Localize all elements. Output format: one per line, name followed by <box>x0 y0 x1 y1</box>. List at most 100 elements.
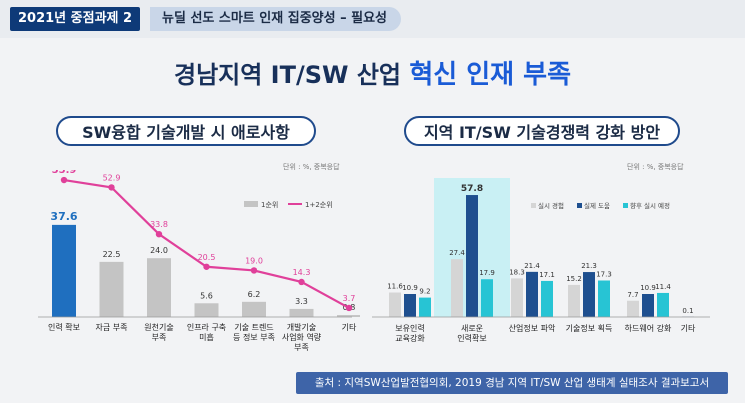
bar-2-2 <box>541 280 553 317</box>
legend-swatch-2 <box>623 203 628 208</box>
line-value-label-0: 55.9 <box>52 170 77 176</box>
line-point-5 <box>298 278 305 286</box>
bar-value-label-4: 6.2 <box>248 290 261 299</box>
bar-rank1-1 <box>99 261 124 317</box>
bar-0-0 <box>389 292 401 317</box>
x-tick-label-2-0: 산업정보 파악 <box>509 323 556 333</box>
bar-value-label-3-0: 15.2 <box>566 275 582 283</box>
x-tick-label-5-1: 사업화 역량 <box>282 332 322 342</box>
bar-rank1-6 <box>337 315 360 317</box>
page-title: 경남지역 IT/SW 산업 혁신 인재 부족 <box>0 54 745 91</box>
bar-2-0 <box>511 278 523 317</box>
legend-label-0: 실시 경험 <box>538 201 564 210</box>
bar-value-label-2-0: 18.3 <box>509 268 525 276</box>
line-value-label-4: 19.0 <box>245 256 263 265</box>
page-title-highlight: 혁신 인재 부족 <box>409 60 571 90</box>
source-note: 출처 : 지역SW산업발전협의회, 2019 경남 지역 IT/SW 산업 생태… <box>296 372 728 394</box>
x-tick-label-0-0: 인력 확보 <box>48 322 80 332</box>
bar-1-2 <box>481 279 493 317</box>
left-chart: 1순위1+2순위37.622.524.05.66.23.30.855.952.9… <box>38 170 360 352</box>
x-tick-label-3-0: 인프라 구축 <box>187 322 226 332</box>
section-subtitle: 뉴딜 선도 스마트 인재 집중양성 – 필요성 <box>150 7 402 31</box>
bar-rank1-3 <box>194 303 219 317</box>
bar-value-label-0-1: 10.9 <box>402 284 418 292</box>
bar-value-label-2-2: 17.1 <box>539 271 555 279</box>
bar-value-label-1-1: 57.8 <box>461 184 483 194</box>
x-tick-label-3-0: 기술정보 획득 <box>566 323 613 333</box>
bar-value-label-3-2: 17.3 <box>596 270 612 278</box>
legend-swatch-1 <box>577 203 582 208</box>
bar-0-2 <box>419 297 431 317</box>
x-tick-label-2-0: 원천기술 <box>144 322 173 332</box>
x-tick-label-2-1: 부족 <box>152 333 167 342</box>
page-title-prefix: 경남지역 IT/SW 산업 <box>174 61 410 89</box>
bar-rank1-2 <box>147 258 171 317</box>
line-point-3 <box>203 263 210 270</box>
legend-label-2: 향후 실시 예정 <box>630 201 670 210</box>
x-tick-label-4-1: 등 정보 부족 <box>233 332 275 342</box>
x-tick-label-3-1: 미흡 <box>199 332 214 342</box>
bar-value-label-1: 22.5 <box>103 250 121 259</box>
bar-value-label-1-0: 27.4 <box>449 249 465 257</box>
line-value-label-5: 14.3 <box>293 268 311 277</box>
bar-value-label-0-2: 9.2 <box>419 288 430 296</box>
bar-rank1-5 <box>289 308 314 317</box>
bar-4-2 <box>657 292 669 317</box>
bar-rank1-0 <box>52 224 76 317</box>
right-unit-note: 단위 : %, 중복응답 <box>627 163 684 171</box>
bar-value-label-0-0: 11.6 <box>387 283 403 291</box>
line-point-0 <box>60 176 68 184</box>
x-tick-label-5-0: 기타 <box>681 324 696 333</box>
line-point-1 <box>108 184 115 191</box>
line-point-2 <box>155 230 163 238</box>
top-bar: 2021년 중점과제 2 뉴딜 선도 스마트 인재 집중양성 – 필요성 <box>0 0 745 38</box>
x-tick-label-5-2: 부족 <box>294 343 309 352</box>
bar-value-label-3: 5.6 <box>200 291 213 300</box>
bar-rank1-4 <box>242 301 266 317</box>
legend-label-rank12: 1+2순위 <box>305 201 333 209</box>
bar-3-2 <box>598 280 610 317</box>
bar-3-1 <box>583 272 595 317</box>
section-tag: 2021년 중점과제 2 <box>10 7 141 31</box>
line-point-4 <box>250 267 258 274</box>
bar-value-label-3-1: 21.3 <box>581 262 597 270</box>
x-tick-label-4-0: 하드웨어 강화 <box>625 323 672 333</box>
bar-value-label-4-2: 11.4 <box>655 283 671 291</box>
bar-4-0 <box>627 300 639 317</box>
bar-2-1 <box>526 271 538 317</box>
x-tick-label-0-1: 교육강화 <box>395 333 425 343</box>
x-tick-label-0-0: 보유인력 <box>395 323 424 333</box>
bar-3-0 <box>568 284 580 317</box>
line-point-6 <box>345 304 353 312</box>
bar-value-label-2: 24.0 <box>150 246 168 255</box>
bar-value-label-4-1: 10.9 <box>640 284 656 292</box>
bar-4-1 <box>642 294 654 317</box>
x-tick-label-4-0: 기술 트렌드 <box>234 322 273 332</box>
legend-swatch-0 <box>531 203 536 208</box>
bar-0-1 <box>404 294 416 317</box>
legend-label-rank1: 1순위 <box>261 201 278 209</box>
bar-1-1 <box>466 195 478 317</box>
legend-swatch-rank1 <box>244 201 258 207</box>
left-panel-title: SW융합 기술개발 시 애로사항 <box>56 116 316 146</box>
line-value-label-6: 3.7 <box>343 294 356 303</box>
line-value-label-1: 52.9 <box>103 173 121 182</box>
x-tick-label-1-1: 인력확보 <box>457 333 486 343</box>
line-value-label-3: 20.5 <box>198 253 216 262</box>
x-tick-label-1-0: 새로운 <box>461 324 483 333</box>
x-tick-label-6-0: 기타 <box>342 323 357 332</box>
bar-value-label-1-2: 17.9 <box>479 269 495 277</box>
x-tick-label-1-0: 자금 부족 <box>96 323 128 332</box>
x-tick-label-5-0: 개발기술 <box>287 322 316 332</box>
bar-value-label-5-1: 0.1 <box>682 307 693 315</box>
legend-label-1: 실제 도움 <box>584 201 610 210</box>
right-panel-title: 지역 IT/SW 기술경쟁력 강화 방안 <box>404 116 680 146</box>
bar-1-0 <box>451 259 463 317</box>
left-unit-note: 단위 : %, 중복응답 <box>283 163 340 171</box>
bar-value-label-5: 3.3 <box>295 297 308 306</box>
bar-value-label-0: 37.6 <box>50 210 77 223</box>
bar-value-label-2-1: 21.4 <box>524 262 540 270</box>
bar-value-label-4-0: 7.7 <box>627 291 638 299</box>
